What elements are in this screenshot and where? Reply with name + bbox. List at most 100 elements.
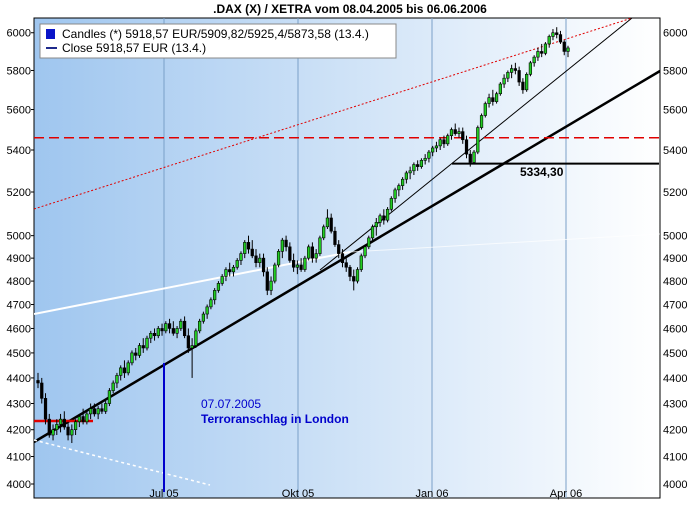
candle <box>299 258 303 272</box>
candle <box>43 393 48 425</box>
candle <box>126 360 130 376</box>
candle <box>224 267 228 282</box>
candle <box>540 43 544 58</box>
y-tick-label-right: 4000 <box>663 479 687 491</box>
candle <box>273 262 277 284</box>
y-tick-label-right: 4100 <box>663 452 687 464</box>
candle <box>344 258 348 272</box>
candle <box>66 421 70 441</box>
candle <box>258 253 262 268</box>
legend-box <box>39 23 397 59</box>
support-level-label: 5334,30 <box>520 165 564 179</box>
candle <box>186 328 190 353</box>
y-tick-label-left: 5200 <box>7 187 31 199</box>
annotation-event: Terroranschlag in London <box>201 412 349 426</box>
y-tick-label-left: 5400 <box>7 145 31 157</box>
candle <box>340 249 345 268</box>
candle <box>434 141 439 153</box>
candle <box>555 27 559 39</box>
y-tick-label-right: 4800 <box>663 276 687 288</box>
candle <box>464 135 469 159</box>
y-tick-label-right: 4900 <box>663 253 687 265</box>
candle <box>134 347 138 361</box>
y-tick-label-right: 4500 <box>663 348 687 360</box>
candle <box>498 82 502 96</box>
candle <box>201 311 206 324</box>
trend-line <box>34 18 633 210</box>
candle <box>228 262 232 277</box>
candle <box>194 328 198 348</box>
candle <box>179 318 183 331</box>
candle <box>419 158 424 169</box>
candle <box>254 249 258 268</box>
candle <box>235 258 239 270</box>
candle <box>348 264 352 282</box>
candle <box>562 40 566 56</box>
candle <box>291 253 296 272</box>
candle <box>472 150 476 165</box>
y-tick-label-right: 4200 <box>663 425 687 437</box>
candle <box>318 235 322 256</box>
candle <box>239 251 243 265</box>
candle <box>216 281 221 293</box>
candle <box>408 166 412 180</box>
candle <box>525 72 529 92</box>
candle <box>104 400 108 414</box>
chart-title: .DAX (X) / XETRA vom 08.04.2005 bis 06.0… <box>213 2 487 16</box>
candle <box>220 274 224 286</box>
y-tick-label-left: 4400 <box>7 373 31 385</box>
candle <box>119 365 123 381</box>
y-axis-right: 4000 4100 4200 4300 4400 4500 4600 4700 4800 4900… <box>663 28 687 491</box>
candle <box>130 350 134 366</box>
candle <box>85 411 89 425</box>
candle <box>96 406 100 420</box>
candle <box>476 125 480 155</box>
y-tick-label-left: 4900 <box>7 253 31 265</box>
candle <box>122 360 127 378</box>
candle <box>337 240 341 259</box>
candle <box>551 29 555 41</box>
candle <box>276 249 281 268</box>
y-tick-label-left: 4800 <box>7 276 31 288</box>
candle <box>502 74 506 88</box>
candle <box>558 30 563 44</box>
candle <box>73 419 78 436</box>
candle <box>528 60 533 77</box>
candle <box>367 235 371 250</box>
y-tick-label-right: 4700 <box>663 300 687 312</box>
candle <box>231 264 236 277</box>
x-tick-label: Apr 06 <box>550 488 582 500</box>
y-tick-label-right: 5200 <box>663 187 687 199</box>
candle <box>310 242 315 263</box>
candle <box>510 64 514 79</box>
y-tick-label-right: 4400 <box>663 373 687 385</box>
candle <box>36 372 40 389</box>
trend-line <box>34 69 660 444</box>
y-axis-left: 4000 4100 4200 4300 4400 4500 4600 4700 4800 4900… <box>7 28 34 491</box>
candle <box>487 93 491 108</box>
candle <box>457 127 461 138</box>
candle <box>171 321 175 336</box>
y-tick-label-left: 5600 <box>7 105 31 117</box>
candle <box>449 127 454 140</box>
candle <box>307 244 311 261</box>
candle <box>77 413 81 428</box>
candle <box>483 101 487 118</box>
y-tick-label-right: 4300 <box>663 399 687 411</box>
trend-line <box>34 439 211 486</box>
candle <box>70 424 74 444</box>
candle <box>47 413 51 438</box>
candle <box>566 45 570 58</box>
candle <box>209 297 213 310</box>
candle <box>325 209 330 229</box>
candle <box>295 260 299 275</box>
candle <box>198 318 202 334</box>
candle <box>314 249 318 263</box>
candle <box>303 255 307 272</box>
x-tick-label: Jul 05 <box>149 488 178 500</box>
candle <box>382 209 386 225</box>
y-tick-label-right: 5600 <box>663 105 687 117</box>
x-tick-label: Okt 05 <box>282 488 314 500</box>
candle <box>412 162 416 176</box>
